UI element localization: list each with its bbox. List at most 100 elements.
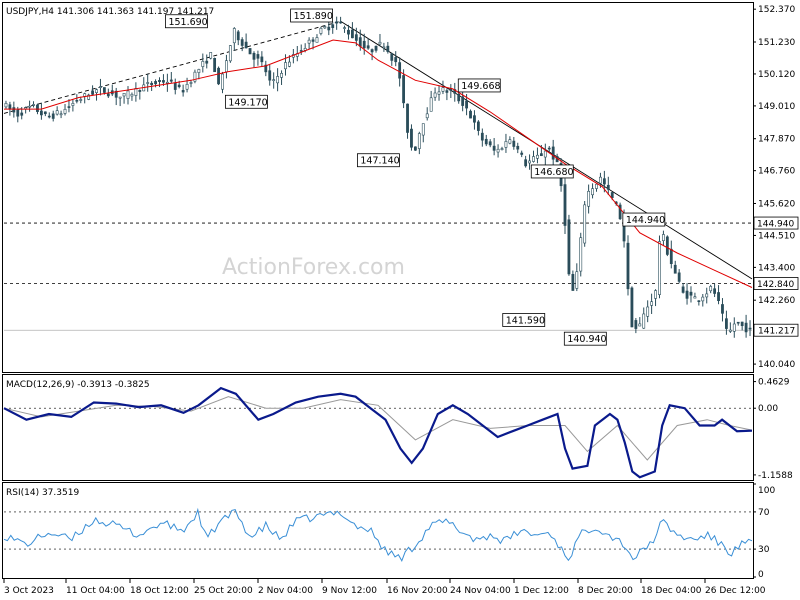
macd-pane-border — [2, 374, 754, 481]
rsi-tick-label: 70 — [758, 508, 770, 518]
candle-body — [240, 39, 244, 46]
time-tick-label: 2 Nov 04:00 — [258, 586, 313, 596]
candle-body — [634, 320, 638, 329]
level-label-box — [753, 216, 799, 230]
candle-body — [445, 90, 449, 93]
candle-body — [354, 34, 358, 41]
candle-body — [236, 31, 240, 41]
candle-body — [425, 113, 429, 119]
candle-body — [520, 152, 524, 155]
candle-body — [469, 110, 472, 119]
candle-body — [421, 123, 425, 136]
price-tick-label: 147.870 — [758, 135, 795, 145]
candle-body — [28, 105, 31, 108]
candle-body — [453, 89, 457, 94]
candle-body — [217, 67, 220, 85]
candle-body — [63, 108, 67, 114]
candle-body — [689, 291, 693, 296]
candle-body — [725, 318, 728, 329]
candle-body — [177, 84, 181, 88]
candle-body — [165, 81, 169, 84]
candle-body — [406, 103, 409, 133]
candle-body — [748, 327, 752, 330]
candle-body — [465, 100, 468, 109]
candle-body — [244, 41, 248, 49]
candle-body — [154, 81, 157, 85]
candle-body — [374, 45, 378, 51]
falling-trend-line — [340, 20, 753, 280]
candle-body — [610, 192, 614, 198]
candle-body — [717, 292, 720, 302]
candle-body — [83, 93, 87, 97]
candle-body — [55, 110, 59, 115]
candle-body — [213, 58, 217, 73]
candle-body — [20, 112, 24, 116]
candle-body — [642, 313, 646, 329]
candle-body — [500, 148, 504, 150]
time-tick-label: 9 Nov 12:00 — [322, 586, 377, 596]
candle-body — [181, 90, 185, 93]
candle-body — [378, 41, 382, 45]
annotation-label: 146.680 — [534, 167, 573, 178]
candle-body — [480, 132, 484, 141]
candle-body — [299, 50, 303, 52]
candle-body — [650, 301, 654, 306]
rising-trend-line — [3, 20, 341, 114]
candle-body — [370, 49, 374, 53]
candle-body — [272, 79, 276, 81]
candle-body — [173, 82, 177, 90]
candle-body — [162, 80, 165, 83]
candle-body — [567, 219, 571, 275]
annotation-label: 140.940 — [567, 334, 606, 345]
level-label: 144.940 — [757, 220, 794, 230]
annotation-label: 149.170 — [228, 97, 267, 108]
candle-body — [705, 293, 709, 298]
candle-body — [658, 241, 661, 295]
candle-body — [95, 89, 98, 93]
candle-body — [744, 322, 748, 333]
candle-body — [591, 188, 594, 196]
candle-body — [150, 82, 154, 85]
candle-body — [205, 60, 209, 64]
rsi-tick-label: 0 — [758, 570, 764, 580]
candle-body — [626, 242, 630, 290]
candle-body — [319, 27, 323, 34]
candle-body — [386, 45, 390, 52]
price-tick-label: 144.510 — [758, 231, 795, 241]
candle-body — [429, 97, 433, 112]
candle-body — [646, 306, 650, 317]
annotation-box — [563, 331, 607, 346]
candle-body — [441, 87, 445, 92]
rsi-axis: 100 70 30 0 — [4, 483, 775, 580]
price-axis: 152.370 151.230 150.120 149.010 147.870 146.7… — [753, 5, 795, 370]
time-tick-label: 11 Oct 04:00 — [66, 586, 125, 596]
candle-body — [740, 321, 744, 327]
candle-body — [543, 150, 547, 158]
candle-body — [327, 26, 331, 31]
candle-body — [47, 115, 51, 118]
candle-body — [51, 113, 55, 119]
candle-body — [673, 264, 677, 274]
candle-body — [457, 93, 461, 102]
candle-body — [366, 45, 370, 49]
price-annotations: 151.690 151.890 149.170 147.140 149.668 146.6… — [165, 8, 666, 346]
candle-body — [284, 62, 287, 70]
annotation-label: 149.668 — [461, 81, 500, 92]
candle-body — [130, 93, 134, 97]
annotation-label: 144.940 — [626, 215, 665, 226]
candle-body — [410, 128, 413, 148]
candle-body — [87, 94, 91, 100]
candle-body — [331, 24, 335, 28]
annotation-label: 151.690 — [168, 17, 207, 28]
candle-body — [398, 62, 402, 79]
candle-body — [654, 290, 657, 299]
candle-body — [189, 82, 193, 84]
price-tick-label: 152.370 — [758, 5, 795, 15]
candle-body — [280, 73, 283, 78]
candle-body — [358, 37, 362, 47]
rsi-tick-label: 100 — [758, 486, 775, 496]
candle-body — [347, 29, 350, 35]
candle-body — [524, 159, 528, 167]
annotation-box — [530, 164, 574, 179]
